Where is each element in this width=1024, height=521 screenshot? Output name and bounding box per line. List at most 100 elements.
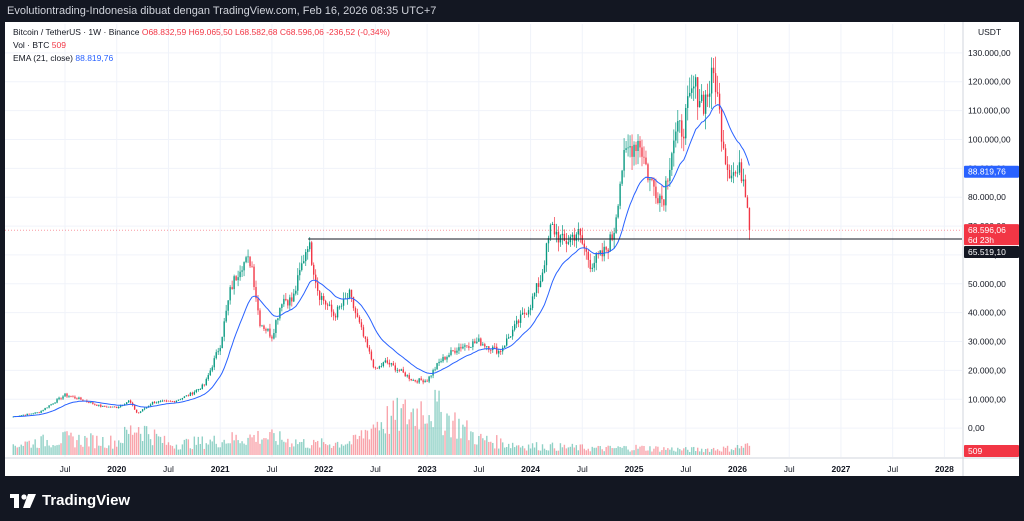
volume-bar	[557, 450, 560, 455]
volume-bar	[464, 426, 466, 455]
legend-vol-value: 509	[51, 40, 66, 50]
volume-bar	[187, 439, 190, 455]
candle-body	[718, 93, 721, 110]
candle-body	[730, 175, 733, 179]
volume-bar	[649, 446, 651, 455]
candle-body	[330, 304, 333, 312]
volume-bar	[32, 444, 34, 455]
candle-body	[376, 367, 379, 369]
volume-bar	[281, 439, 283, 455]
volume-bar	[324, 444, 327, 455]
legend-symbol[interactable]: Bitcoin / TetherUS · 1W · Binance	[13, 27, 140, 37]
candle-body	[635, 144, 637, 151]
volume-bar	[344, 444, 347, 455]
candle-body	[587, 251, 589, 260]
x-tick-label: 2026	[728, 464, 747, 474]
candle-body	[436, 363, 438, 370]
candle-body	[695, 77, 697, 87]
volume-bar	[271, 429, 273, 455]
candle-body	[456, 350, 458, 353]
volume-bar	[195, 444, 198, 455]
candle-body	[679, 120, 681, 122]
volume-bar	[364, 429, 367, 455]
legend-vol-label[interactable]: Vol · BTC	[13, 40, 50, 50]
candle-body	[352, 296, 355, 309]
candle-body	[671, 153, 673, 170]
volume-bar	[521, 445, 524, 455]
volume-bar	[677, 447, 679, 455]
candle-body	[490, 349, 492, 351]
candle-body	[137, 412, 140, 414]
volume-bar	[645, 450, 647, 455]
volume-bar	[16, 447, 18, 455]
candle-body	[748, 207, 751, 231]
volume-bar	[153, 429, 156, 455]
tradingview-logo[interactable]: TradingView	[10, 492, 130, 509]
candle-body	[183, 396, 186, 398]
candle-body	[519, 314, 522, 323]
volume-bar	[390, 415, 392, 455]
volume-bar	[519, 447, 522, 455]
candle-body	[651, 178, 653, 180]
volume-bar	[675, 451, 677, 455]
volume-bar	[253, 434, 255, 455]
volume-bar	[462, 424, 464, 455]
volume-bar	[175, 444, 178, 455]
candle-body	[301, 263, 303, 271]
y-tick-label: 80.000,00	[968, 192, 1006, 202]
volume-bar	[215, 443, 217, 455]
y-tick-label: 40.000,00	[968, 308, 1006, 318]
candle-body	[394, 365, 396, 371]
volume-bar	[30, 447, 32, 455]
volume-bar	[507, 443, 510, 455]
candle-body	[697, 77, 699, 108]
volume-bar	[62, 432, 64, 455]
candle-body	[318, 290, 321, 300]
candle-body	[567, 242, 570, 244]
candle-body	[500, 350, 502, 352]
volume-bar	[213, 435, 215, 455]
volume-bar	[301, 441, 303, 455]
candle-body	[179, 399, 182, 401]
candle-body	[189, 392, 192, 396]
candle-body	[125, 402, 128, 405]
volume-bar	[716, 449, 719, 455]
volume-bar	[498, 448, 500, 455]
volume-bar	[303, 439, 305, 455]
legend-ema-label[interactable]: EMA (21, close)	[13, 53, 73, 63]
volume-bar	[591, 446, 593, 455]
candle-body	[358, 317, 361, 323]
candle-body	[702, 94, 705, 114]
footer	[0, 476, 1024, 521]
volume-bar	[149, 439, 152, 455]
candle-body	[382, 362, 385, 367]
x-tick-label: 2024	[521, 464, 540, 474]
volume-bar	[320, 438, 323, 455]
candle-body	[384, 360, 387, 363]
volume-bar	[64, 431, 66, 455]
candle-body	[649, 178, 651, 181]
volume-bar	[679, 449, 681, 455]
candle-body	[430, 375, 432, 377]
candle-body	[661, 195, 663, 200]
candle-body	[533, 292, 536, 297]
volume-bar	[104, 447, 106, 455]
x-tick-label: 2022	[314, 464, 333, 474]
volume-bar	[261, 439, 263, 455]
volume-bar	[100, 445, 102, 455]
candle-body	[470, 347, 472, 348]
candle-body	[527, 310, 530, 315]
volume-bar	[525, 450, 528, 455]
candle-body	[523, 312, 526, 314]
volume-bar	[297, 444, 299, 455]
volume-bar	[509, 448, 512, 455]
candle-body	[736, 172, 739, 174]
candle-body	[173, 401, 176, 403]
candle-body	[237, 277, 239, 281]
volume-bar	[78, 434, 80, 455]
candle-body	[625, 148, 627, 150]
candle-body	[424, 380, 426, 383]
volume-bar	[366, 430, 369, 455]
candle-body	[478, 338, 480, 342]
